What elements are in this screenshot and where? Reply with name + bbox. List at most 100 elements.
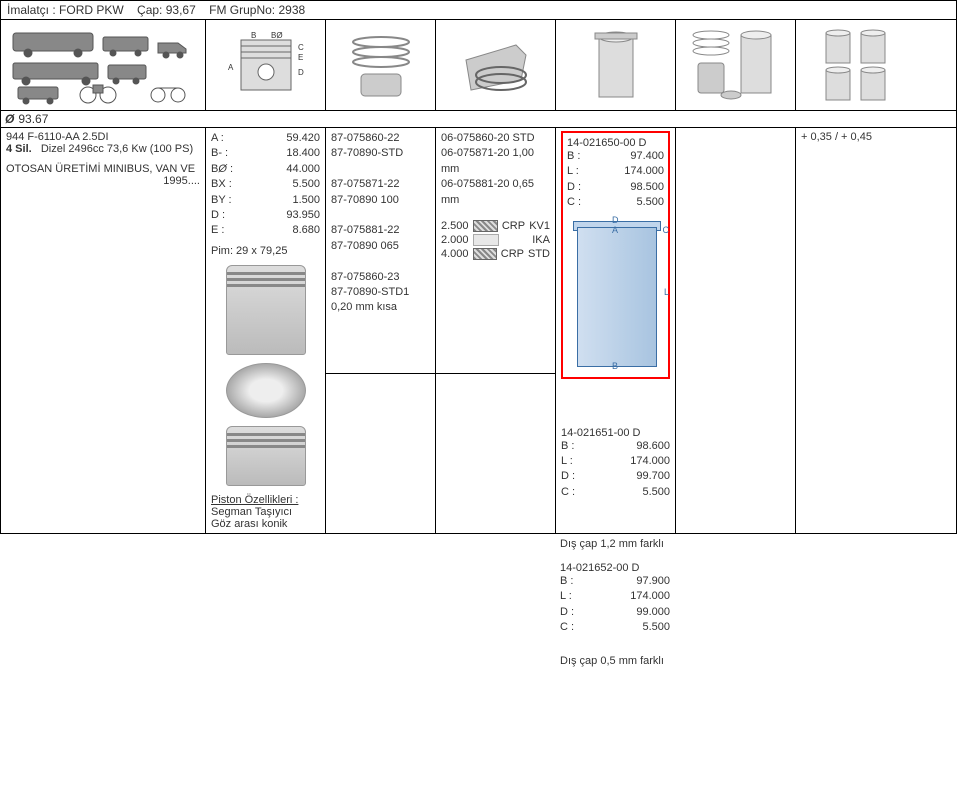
dim-bx: 5.500 — [292, 177, 320, 192]
kit-icon — [686, 25, 786, 105]
engine-application: OTOSAN ÜRETİMİ MINIBUS, VAN VE — [6, 163, 200, 175]
piston-image-side2 — [226, 426, 306, 486]
ring-label1: CRP — [501, 248, 524, 260]
svg-text:D: D — [298, 68, 304, 77]
piston-feature-2: Göz arası konik — [211, 518, 320, 530]
diameter-icon: Ø — [5, 112, 14, 126]
l1-l: 174.000 — [624, 164, 664, 179]
piston-schematic-cell: AC BBØ DE — [206, 20, 326, 110]
dim-by-label: BY : — [211, 193, 232, 208]
l2-l: 174.000 — [630, 454, 670, 469]
piston-image-top — [226, 363, 306, 418]
dim-by: 1.500 — [292, 193, 320, 208]
engine-spec: Dizel 2496cc 73,6 Kw (100 PS) — [41, 143, 193, 155]
l2-c: 5.500 — [642, 485, 670, 500]
l2-b: 98.600 — [636, 439, 670, 454]
ring-spec-row: 2.500 CRP KV1 — [441, 220, 550, 232]
dim-a: 59.420 — [286, 131, 320, 146]
part-number — [331, 208, 430, 223]
l3-l: 174.000 — [630, 589, 670, 604]
engine-year: 1995.... — [6, 175, 200, 187]
liner1-part: 14-021650-00 D — [567, 137, 664, 149]
ring-pattern-icon — [473, 220, 498, 232]
liner-cell — [556, 20, 676, 110]
ring-set-cell — [436, 20, 556, 110]
liner3-part: 14-021652-00 D — [560, 562, 670, 574]
vehicles-icon — [8, 25, 198, 105]
l1-l-label: L : — [567, 164, 579, 179]
col6-empty — [676, 128, 796, 533]
engine-info-col: 944 F-6110-AA 2.5DI 4 Sil. Dizel 2496cc … — [1, 128, 206, 533]
l1-b-label: B : — [567, 149, 580, 164]
part-number: 0,20 mm kısa — [331, 300, 430, 315]
diameter-value: 93.67 — [18, 112, 48, 126]
l2-d-label: D : — [561, 469, 575, 484]
dia-label: Çap: — [137, 3, 162, 17]
mfr-value: FORD PKW — [59, 3, 124, 17]
engine-code: 944 F-6110-AA 2.5DI — [6, 131, 200, 143]
dim-e: 8.680 — [292, 223, 320, 238]
svg-text:BØ: BØ — [271, 31, 283, 40]
dim-bminus: 18.400 — [286, 146, 320, 161]
l2-b-label: B : — [561, 439, 574, 454]
dim-bdia: 44.000 — [286, 162, 320, 177]
ring-spec-row: 4.000 CRP STD — [441, 248, 550, 260]
liner-icon — [581, 25, 651, 105]
liner-col: 14-021650-00 D B : 97.400 L : 174.000 D : 9… — [556, 128, 676, 533]
liner3-section: Dış çap 1,2 mm farklı 14-021652-00 D B :… — [555, 534, 675, 672]
mfr-label: İmalatçı : — [7, 3, 56, 17]
l1-b: 97.400 — [630, 149, 664, 164]
liner-diagram: D A C L B — [567, 217, 667, 367]
l1-c-label: C : — [567, 195, 581, 210]
dim-e-label: E : — [211, 223, 224, 238]
l3-l-label: L : — [560, 589, 572, 604]
dim-bminus-label: B- : — [211, 146, 228, 161]
part-number: 87-075860-22 — [331, 131, 430, 146]
part-number — [331, 162, 430, 177]
part-number: 87-70890 065 — [331, 239, 430, 254]
ring-size: 2.000 — [441, 234, 469, 246]
part-number: 06-075881-20 0,65 mm — [441, 177, 550, 208]
kit-cell — [676, 20, 796, 110]
ring-label1: CRP — [502, 220, 525, 232]
part-number: 06-075860-20 STD — [441, 131, 550, 146]
part-number: 87-075871-22 — [331, 177, 430, 192]
l2-d: 99.700 — [636, 469, 670, 484]
part-number: 87-70890-STD1 — [331, 285, 430, 300]
col7-text: + 0,35 / + 0,45 — [801, 131, 911, 143]
part-number: 06-075871-20 1,00 mm — [441, 146, 550, 177]
icon-row: AC BBØ DE — [0, 20, 957, 111]
dia-value: 93,67 — [166, 3, 196, 17]
liner2-part: 14-021651-00 D — [561, 427, 670, 439]
ring-pattern-icon — [473, 234, 500, 246]
part-number: 87-70890-STD — [331, 146, 430, 161]
piston-rings-cell — [326, 20, 436, 110]
svg-text:C: C — [298, 43, 304, 52]
piston-feature-1: Segman Taşıyıcı — [211, 506, 320, 518]
l3-b-label: B : — [560, 574, 573, 589]
dim-bdia-label: BØ : — [211, 162, 233, 177]
parts-col3: 87-075860-2287-70890-STD 87-075871-2287-… — [326, 128, 436, 533]
ring-pattern-icon — [473, 248, 497, 260]
dim-bx-label: BX : — [211, 177, 232, 192]
main-grid: 944 F-6110-AA 2.5DI 4 Sil. Dizel 2496cc … — [0, 128, 957, 534]
header-bar: İmalatçı : FORD PKW Çap: 93,67 FM GrupNo… — [0, 0, 957, 20]
dim-a-label: A : — [211, 131, 224, 146]
ring-label2: KV1 — [529, 220, 550, 232]
l3-d-label: D : — [560, 605, 574, 620]
ring-label2: IKA — [532, 234, 550, 246]
l3-c: 5.500 — [642, 620, 670, 635]
diameter-row: Ø 93.67 — [0, 111, 957, 128]
l1-d-label: D : — [567, 180, 581, 195]
svg-text:E: E — [298, 53, 303, 62]
ring-size: 4.000 — [441, 248, 469, 260]
ring-set-icon — [446, 30, 546, 100]
dim-d: 93.950 — [286, 208, 320, 223]
engine-cylinders: 4 Sil. — [6, 143, 32, 155]
ring-size: 2.500 — [441, 220, 469, 232]
group-label: FM GrupNo: — [209, 3, 275, 17]
liner3-note2: Dış çap 0,5 mm farklı — [560, 655, 670, 667]
group-value: 2938 — [278, 3, 305, 17]
piston-schematic-icon: AC BBØ DE — [216, 30, 316, 100]
part-number: 87-70890 100 — [331, 193, 430, 208]
